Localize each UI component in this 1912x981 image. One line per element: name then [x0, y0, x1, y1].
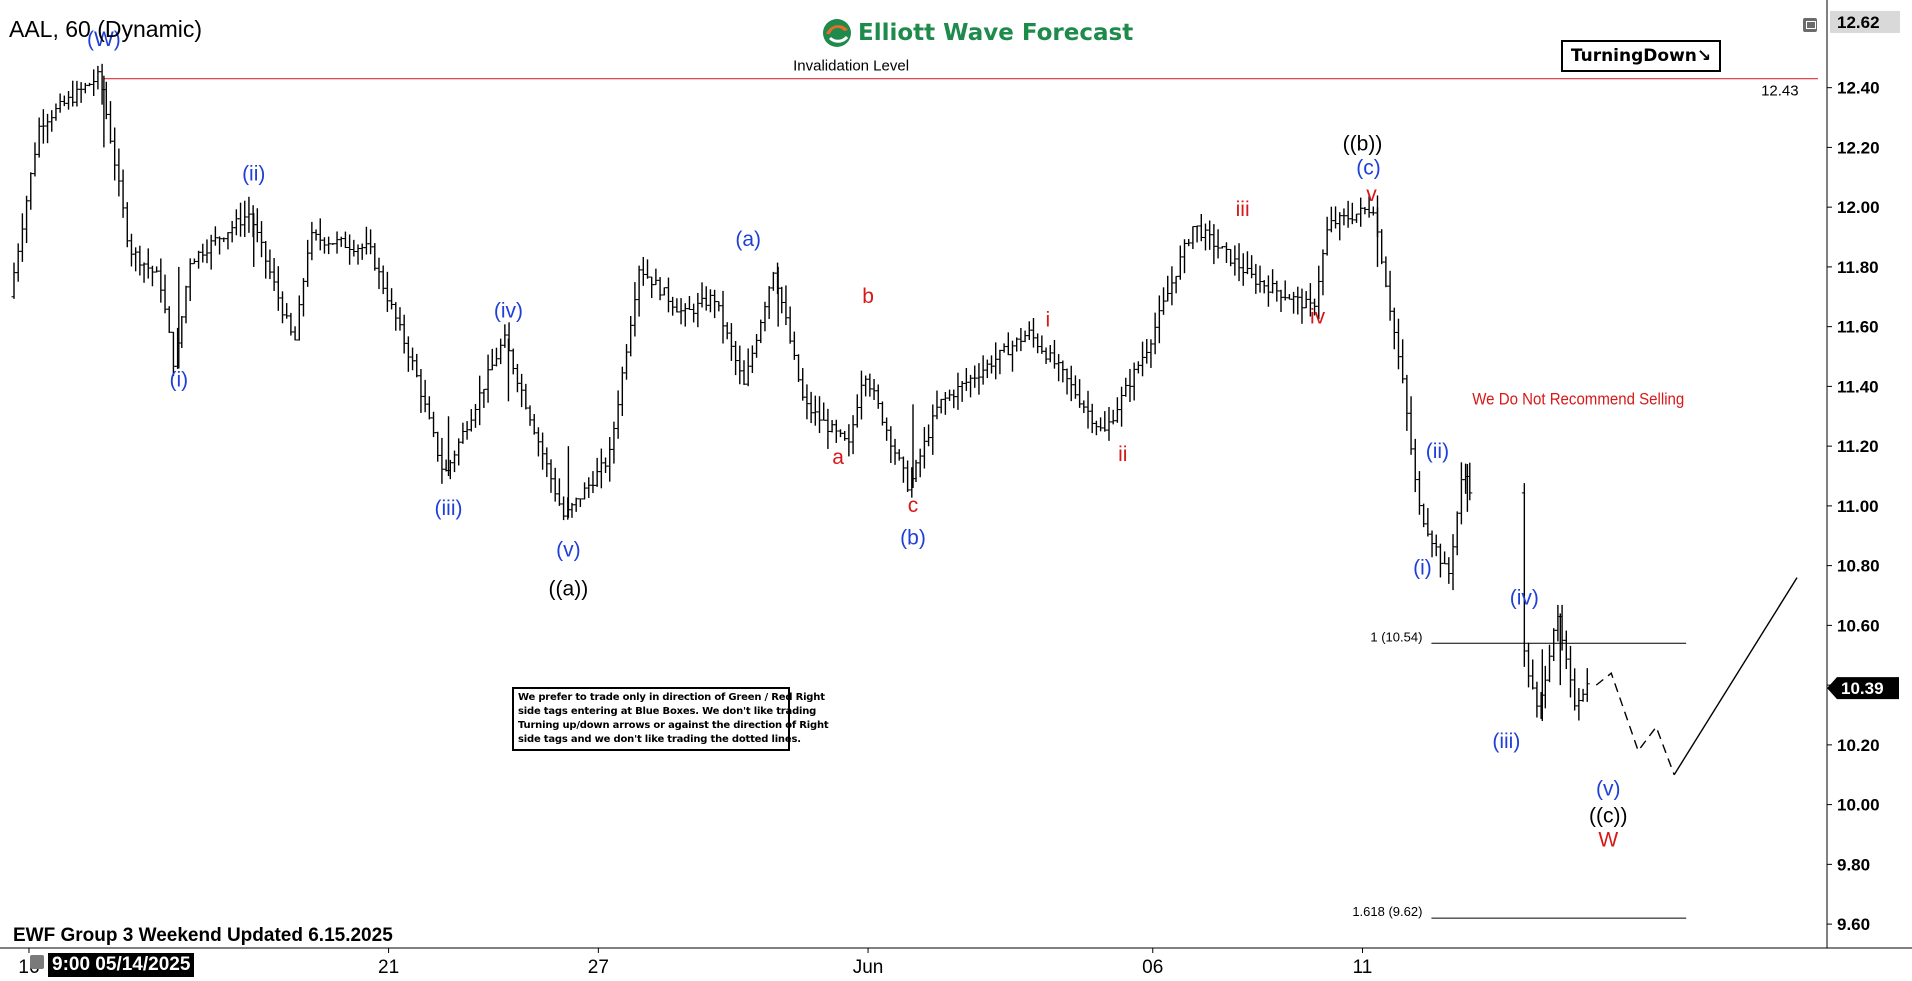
chart-frame: [0, 0, 1912, 949]
price-bars: [11, 63, 1590, 721]
y-tick-label: 12.62: [1837, 13, 1880, 32]
selling-warning: We Do Not Recommend Selling: [1472, 389, 1684, 408]
y-tick-label: 11.40: [1837, 377, 1879, 396]
wave-label: b: [862, 285, 874, 308]
update-footer: EWF Group 3 Weekend Updated 6.15.2025: [13, 925, 393, 946]
invalidation-value: 12.43: [1761, 83, 1799, 100]
y-tick-label: 9.60: [1837, 915, 1870, 934]
y-tick-label: 12.40: [1837, 79, 1880, 98]
crosshair-date: 9:00 05/14/2025: [48, 953, 195, 977]
wave-label: ((c)): [1589, 805, 1627, 828]
projection-solid: [1673, 577, 1798, 776]
y-tick-label: 9.80: [1837, 855, 1870, 874]
wave-label: (i): [169, 368, 188, 391]
wave-label: (v): [1596, 778, 1621, 801]
wave-label: ((b)): [1343, 132, 1383, 155]
x-tick-label: 11: [1353, 957, 1373, 978]
invalidation-label: Invalidation Level: [793, 58, 909, 75]
settings-icon[interactable]: [1803, 18, 1817, 32]
y-tick-label: 12.20: [1837, 138, 1880, 157]
wave-label: (b): [900, 527, 926, 550]
wave-label: (ii): [242, 162, 265, 185]
note-line: We prefer to trade only in direction of …: [518, 692, 825, 703]
y-tick-label: 10.80: [1837, 557, 1880, 576]
wave-label: (i): [1413, 557, 1432, 580]
symbol-title: AAL, 60 (Dynamic): [9, 16, 203, 42]
y-tick-label: 12.00: [1837, 198, 1880, 217]
wave-label: a: [832, 446, 844, 469]
y-tick-label: 10.60: [1837, 616, 1880, 635]
time-axis: 16 21 27 Jun 06 11: [18, 948, 1372, 978]
horizontal-levels: Invalidation Level 12.43 1 (10.54) 1.618 (9…: [103, 58, 1819, 919]
wave-label: (iv): [494, 300, 523, 323]
wave-label: iii: [1236, 198, 1250, 221]
extension-label: 1 (10.54): [1370, 629, 1422, 644]
wave-label: ii: [1118, 443, 1127, 466]
wave-label: (ii): [1426, 440, 1449, 463]
note-line: side tags entering at Blue Boxes. We don…: [518, 706, 817, 717]
wave-label: W: [1598, 828, 1618, 851]
y-tick-label: 11.80: [1837, 258, 1879, 277]
wave-label: (W): [87, 28, 121, 51]
wave-label: (a): [735, 228, 761, 251]
wave-label: c: [908, 494, 919, 517]
wave-label: iv: [1310, 306, 1326, 329]
wave-label: v: [1366, 183, 1377, 206]
x-tick-label: 06: [1142, 957, 1163, 978]
projection-dashed: [1595, 672, 1675, 775]
logo-icon: [823, 19, 851, 47]
y-tick-label: 11.20: [1837, 437, 1879, 456]
wave-label: (iv): [1510, 586, 1539, 609]
chart-menu-icon[interactable]: [30, 955, 44, 969]
y-tick-label: 11.00: [1837, 497, 1879, 516]
brand-name: Elliott Wave Forecast: [858, 20, 1134, 46]
wave-label: (v): [556, 539, 581, 562]
turning-down-badge: TurningDown↘: [1561, 40, 1721, 72]
note-line: Turning up/down arrows or against the di…: [518, 720, 829, 731]
last-price-badge: [1827, 677, 1899, 700]
note-line: side tags and we don't like trading the …: [518, 734, 801, 745]
brand-logo: Elliott Wave Forecast: [822, 16, 1133, 50]
last-price-label: 10.39: [1841, 679, 1884, 698]
x-tick-label: 21: [378, 957, 399, 978]
y-tick-label: 11.60: [1837, 318, 1879, 337]
top-price-badge: [1830, 10, 1900, 33]
wave-label: (c): [1356, 156, 1381, 179]
projection-path: [1595, 577, 1798, 776]
x-tick-label: Jun: [853, 957, 884, 978]
wave-labels: (W)(i)(ii)(iii)(iv)(v)((a))(a)abc(b)iiii…: [87, 28, 1684, 852]
wave-label: i: [1046, 309, 1051, 332]
wave-label: (iii): [435, 497, 463, 520]
wave-label: ((a)): [549, 578, 589, 601]
price-axis: 9.609.8010.0010.2010.4010.6010.8011.0011…: [1827, 10, 1900, 934]
x-tick-label: 27: [588, 957, 609, 978]
wave-label: (iii): [1492, 730, 1520, 753]
extension-label: 1.618 (9.62): [1352, 904, 1422, 919]
trading-note-box: We prefer to trade only in direction of …: [512, 687, 829, 751]
y-tick-label: 10.00: [1837, 796, 1880, 815]
y-tick-label: 10.20: [1837, 736, 1880, 755]
